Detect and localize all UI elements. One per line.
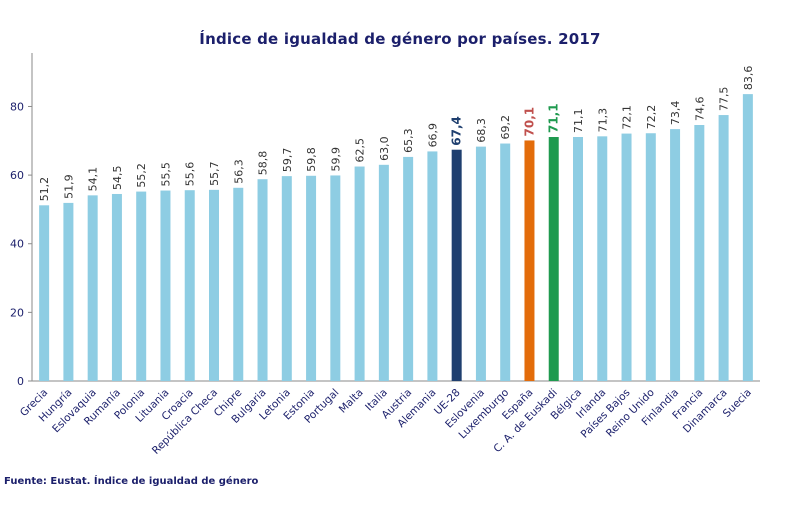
value-label: 55,2 — [135, 163, 148, 188]
value-label: 71,3 — [596, 108, 609, 133]
value-label: 74,6 — [693, 97, 706, 122]
value-label: 72,1 — [621, 105, 634, 130]
y-axis: 0 20 40 60 80 — [10, 53, 760, 388]
bar — [718, 115, 729, 382]
bar — [39, 205, 50, 381]
bar — [136, 191, 147, 381]
bar — [403, 156, 414, 381]
bar — [597, 136, 608, 381]
bar — [427, 151, 438, 381]
value-label: 83,6 — [742, 66, 755, 91]
value-label: 69,2 — [499, 115, 512, 140]
bar — [184, 190, 195, 381]
bar — [233, 187, 244, 381]
y-tick-label: 20 — [10, 306, 24, 319]
bar — [524, 140, 535, 381]
value-label: 71,1 — [547, 103, 561, 133]
value-label: 71,1 — [572, 109, 585, 134]
bar — [548, 137, 559, 381]
value-label: 59,9 — [329, 147, 342, 172]
bar — [475, 146, 486, 381]
y-tick-label: 40 — [10, 238, 24, 251]
bar — [573, 137, 583, 381]
y-tick-label: 80 — [10, 100, 24, 113]
value-label: 68,3 — [475, 118, 488, 143]
value-label: 51,9 — [62, 174, 75, 199]
bar — [742, 94, 753, 382]
bar — [621, 133, 632, 381]
value-label: 54,1 — [87, 167, 100, 192]
bar — [670, 129, 681, 381]
value-label: 63,0 — [378, 136, 391, 161]
source-note: Fuente: Eustat. Índice de igualdad de gé… — [4, 476, 259, 487]
value-label: 54,5 — [111, 165, 124, 190]
value-label: 58,8 — [257, 151, 270, 176]
y-tick-label: 0 — [17, 375, 24, 388]
x-tick-label: Malta — [337, 387, 366, 416]
bar — [378, 164, 389, 381]
bar — [306, 175, 317, 381]
value-label: 55,7 — [208, 161, 221, 186]
bar — [281, 176, 292, 381]
value-label: 65,3 — [402, 128, 415, 153]
bar — [209, 189, 219, 381]
bar — [354, 166, 365, 381]
bar — [63, 202, 74, 381]
bar — [645, 133, 656, 381]
bar — [694, 125, 705, 381]
value-label: 67,4 — [450, 116, 464, 146]
value-label: 66,9 — [426, 123, 439, 148]
value-label: 70,1 — [522, 107, 536, 137]
bar — [500, 143, 511, 381]
x-axis-labels: GreciaHungríaEslovaquiaRumaníaPoloniaLit… — [18, 387, 754, 457]
value-label: 56,3 — [232, 159, 245, 184]
bar — [160, 190, 171, 381]
value-label: 59,7 — [281, 148, 294, 173]
value-label: 62,5 — [354, 138, 367, 163]
bar — [330, 175, 341, 381]
value-label: 51,2 — [38, 177, 51, 202]
value-label: 72,2 — [645, 105, 658, 130]
bar — [257, 179, 268, 381]
value-label: 55,6 — [184, 162, 197, 187]
bars — [39, 94, 753, 382]
chart-title: Índice de igualdad de género por países.… — [199, 30, 601, 48]
value-label: 59,8 — [305, 147, 318, 172]
bar — [451, 149, 462, 381]
value-label: 77,5 — [718, 87, 731, 112]
bar — [111, 193, 122, 381]
y-tick-label: 60 — [10, 169, 24, 182]
bar — [87, 195, 98, 381]
value-labels: 51,2 51,9 54,1 54,5 55,2 55,5 55,6 55,7 56,3 58,8… — [38, 66, 755, 202]
value-label: 73,4 — [669, 101, 682, 126]
value-label: 55,5 — [159, 162, 172, 187]
